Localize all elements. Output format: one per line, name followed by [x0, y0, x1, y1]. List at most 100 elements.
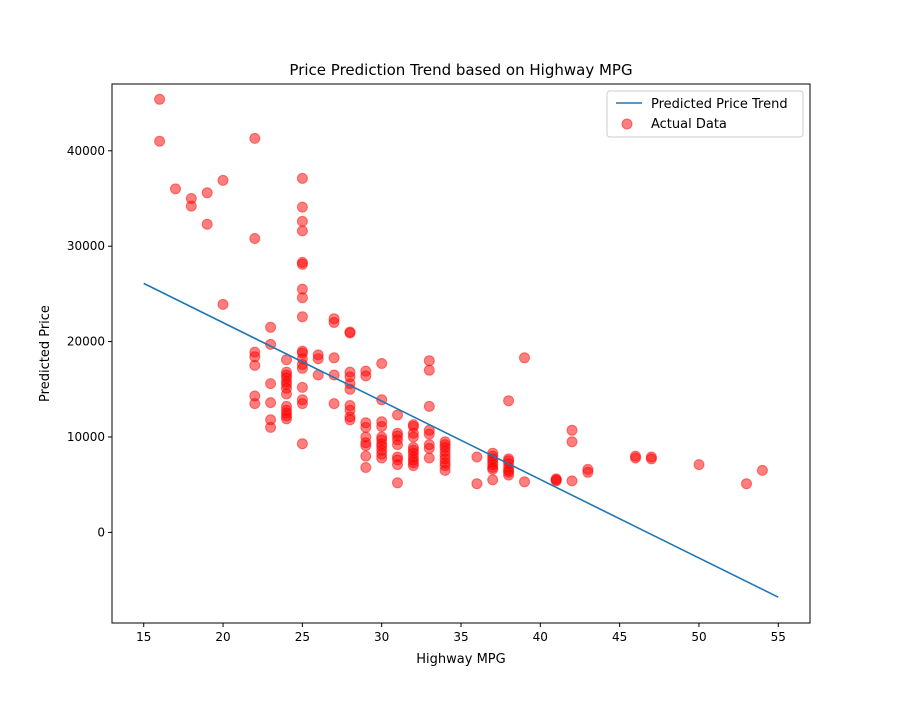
data-point: [519, 352, 530, 364]
data-point: [249, 233, 261, 244]
data-point: [154, 135, 166, 147]
x-tick-label: 25: [295, 630, 310, 644]
data-point: [328, 398, 340, 410]
data-point: [296, 362, 308, 374]
data-point: [360, 440, 372, 452]
data-point: [566, 436, 578, 448]
data-point: [217, 298, 229, 310]
data-point: [265, 321, 277, 333]
data-point: [630, 452, 641, 464]
data-point: [582, 466, 594, 478]
y-axis-label: Predicted Price: [38, 305, 53, 402]
data-point: [392, 477, 403, 489]
data-point: [550, 475, 562, 487]
data-point: [360, 462, 372, 473]
data-point: [376, 358, 388, 369]
data-point: [170, 183, 181, 195]
data-point: [296, 311, 308, 323]
x-tick-label: 40: [533, 630, 548, 644]
data-point: [392, 459, 403, 471]
data-point: [249, 132, 261, 144]
data-point: [503, 469, 515, 481]
data-point: [265, 378, 277, 390]
data-point: [265, 421, 277, 433]
data-point: [376, 421, 388, 432]
data-point: [423, 428, 435, 440]
data-point: [296, 292, 308, 304]
data-point: [439, 464, 451, 476]
data-point: [566, 424, 578, 436]
data-point: [328, 317, 340, 328]
y-tick-label: 0: [97, 525, 105, 539]
data-point: [296, 258, 308, 270]
data-point: [344, 414, 356, 426]
data-point: [360, 421, 372, 433]
legend: Predicted Price Trend Actual Data: [606, 90, 804, 138]
data-point: [201, 218, 213, 230]
data-point: [423, 364, 435, 376]
data-point: [296, 225, 308, 237]
data-point: [154, 93, 166, 105]
data-point: [328, 352, 340, 364]
legend-point-swatch: [621, 118, 633, 130]
data-point: [296, 381, 308, 393]
data-point: [360, 450, 372, 462]
y-tick-label: 30000: [67, 239, 105, 253]
data-point: [392, 409, 403, 421]
x-tick-label: 30: [374, 630, 389, 644]
legend-label-predicted-price-trend: Predicted Price Trend: [651, 97, 788, 112]
data-point: [265, 397, 277, 409]
chart-title: Price Prediction Trend based on Highway …: [289, 61, 632, 79]
y-tick-label: 40000: [67, 144, 105, 158]
data-point: [423, 452, 435, 464]
data-point: [503, 395, 515, 407]
legend-label-actual-data: Actual Data: [651, 117, 727, 132]
data-point: [296, 438, 308, 450]
data-point: [281, 388, 292, 400]
x-tick-label: 50: [691, 630, 706, 644]
data-point: [360, 370, 372, 382]
data-point: [423, 400, 435, 412]
y-tick-label: 10000: [67, 430, 105, 444]
data-point: [519, 476, 530, 488]
data-point: [487, 463, 499, 475]
data-point: [407, 460, 419, 472]
data-point: [249, 398, 261, 410]
data-point: [392, 439, 403, 451]
data-point: [407, 431, 419, 443]
data-point: [296, 215, 308, 227]
x-tick-label: 35: [453, 630, 468, 644]
data-point: [756, 464, 768, 476]
data-point: [471, 478, 483, 490]
data-point: [296, 398, 308, 410]
data-point: [471, 451, 483, 463]
x-axis-label: Highway MPG: [416, 652, 505, 667]
data-point: [296, 201, 308, 213]
data-point: [645, 453, 657, 465]
data-point: [566, 475, 578, 487]
legend-box: [606, 90, 804, 138]
x-tick-label: 55: [771, 630, 786, 644]
x-tick-label: 45: [612, 630, 627, 644]
data-point: [423, 442, 435, 454]
data-point: [185, 200, 197, 212]
x-tick-label: 15: [136, 630, 151, 644]
y-tick-label: 20000: [67, 335, 105, 349]
data-point: [201, 187, 213, 199]
data-point: [312, 353, 324, 365]
data-point: [296, 172, 308, 184]
data-point: [423, 355, 435, 367]
data-point: [693, 459, 705, 471]
data-point: [487, 474, 499, 486]
trend-line: [143, 282, 779, 598]
data-point: [376, 452, 388, 464]
data-point: [281, 413, 292, 425]
scatter-series-actual-data: [154, 93, 768, 490]
data-point: [741, 478, 752, 490]
x-tick-label: 20: [215, 630, 230, 644]
data-point: [249, 359, 261, 371]
data-point: [217, 174, 229, 186]
data-point: [344, 327, 356, 339]
